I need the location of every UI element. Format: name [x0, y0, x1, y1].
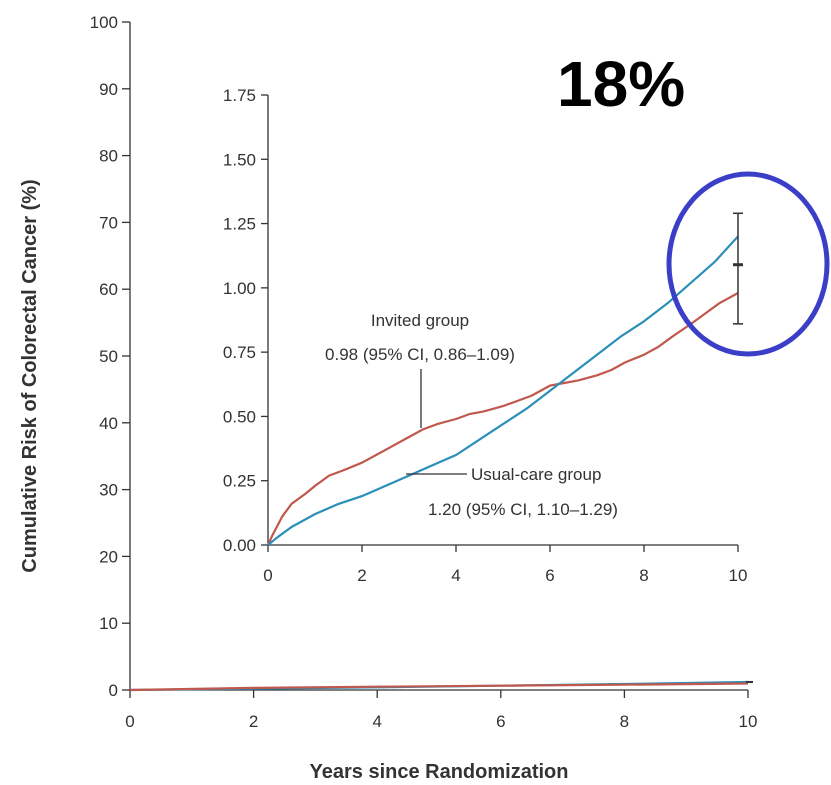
inset-y-tick-label: 0.25: [223, 472, 256, 491]
outer-y-tick-label: 80: [99, 147, 118, 166]
inset-y-tick-label: 0.00: [223, 536, 256, 555]
outer-y-tick-label: 60: [99, 280, 118, 299]
outer-x-tick-label: 8: [620, 712, 629, 731]
inset-x-tick-label: 10: [729, 566, 748, 585]
outer-y-tick-label: 30: [99, 481, 118, 500]
outer-x-axis-title: Years since Randomization: [310, 761, 569, 783]
outer-x-tick-label: 0: [125, 712, 134, 731]
inset-x-tick-label: 8: [639, 566, 648, 585]
outer-series-line-1: [129, 682, 749, 692]
invited-group-label: Invited group: [371, 311, 469, 330]
inset-x-tick-label: 0: [263, 566, 272, 585]
outer-y-tick-label: 70: [99, 213, 118, 232]
inset-y-tick-label: 1.00: [223, 279, 256, 298]
inset-series-line-1: [267, 235, 739, 546]
highlight-percent-text: 18%: [557, 48, 685, 120]
outer-x-tick-label: 10: [739, 712, 758, 731]
inset-x-tick-label: 6: [545, 566, 554, 585]
outer-x-tick-label: 6: [496, 712, 505, 731]
outer-y-tick-label: 20: [99, 547, 118, 566]
outer-y-tick-label: 100: [90, 13, 118, 32]
usual-care-value: 1.20 (95% CI, 1.10–1.29): [428, 500, 618, 519]
inset-x-tick-label: 2: [357, 566, 366, 585]
inset-plot: 0.00 0.25 0.50 0.75 1.00 1.25 1.50 1.75 0 2 4 6 8 10 I…: [223, 86, 748, 585]
outer-y-tick-label: 40: [99, 414, 118, 433]
outer-y-tick-label: 0: [109, 681, 118, 700]
outer-y-axis-title: Cumulative Risk of Colorectal Cancer (%): [19, 179, 41, 572]
inset-y-tick-label: 1.50: [223, 150, 256, 169]
inset-series-line-0: [266, 292, 739, 546]
outer-x-tick-label: 4: [372, 712, 381, 731]
outer-y-tick-label: 50: [99, 347, 118, 366]
inset-y-tick-label: 1.25: [223, 215, 256, 234]
inset-x-tick-label: 4: [451, 566, 460, 585]
outer-x-tick-label: 2: [249, 712, 258, 731]
outer-y-tick-label: 10: [99, 614, 118, 633]
highlight-circle: [666, 171, 830, 357]
overlay: 18%: [557, 48, 830, 357]
inset-y-tick-label: 0.75: [223, 343, 256, 362]
invited-group-value: 0.98 (95% CI, 0.86–1.09): [325, 345, 515, 364]
usual-care-label: Usual-care group: [471, 465, 601, 484]
outer-y-tick-label: 90: [99, 80, 118, 99]
inset-y-tick-label: 0.50: [223, 407, 256, 426]
inset-y-tick-label: 1.75: [223, 86, 256, 105]
